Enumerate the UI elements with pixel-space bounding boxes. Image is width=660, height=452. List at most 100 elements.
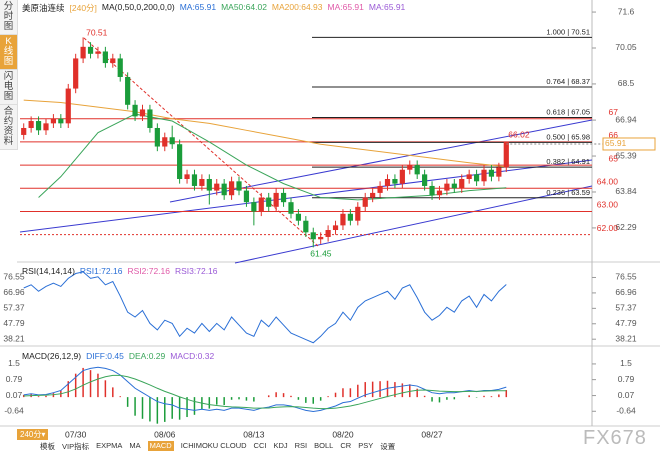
- candle-body: [355, 206, 361, 221]
- sidebar-tab[interactable]: 分时图: [0, 0, 17, 35]
- y-tick-label-left: 1.5: [8, 358, 20, 368]
- fib-label: 0.382 | 64.91: [546, 157, 590, 166]
- price-level-label: 65: [609, 153, 619, 163]
- header-item: MA50:64.02: [221, 2, 267, 12]
- candle-body: [251, 202, 257, 212]
- period-button[interactable]: 240分▾: [17, 429, 49, 440]
- candle-body: [228, 181, 235, 196]
- candle-body: [132, 104, 138, 117]
- indicator-toolbar: 模板 VIP指标 EXPMA MA MACD ICHIMOKU CLOUD CCI KDJ RS…: [0, 441, 660, 451]
- last-price-label: 65.91: [605, 138, 627, 148]
- candle-body: [154, 127, 160, 147]
- sidebar: 分时图 K线图 闪电图 合约资料: [0, 0, 18, 150]
- sidebar-tab[interactable]: 合约资料: [0, 105, 17, 150]
- price-level-label: 67: [609, 107, 619, 117]
- candle-body: [310, 232, 316, 240]
- header-item: MA:65.91: [368, 2, 406, 12]
- header-item: RSI(14,14,14): [22, 266, 75, 276]
- candle-body: [496, 167, 502, 177]
- toolbar-tab[interactable]: 设置: [380, 442, 396, 451]
- sidebar-tab[interactable]: 闪电图: [0, 70, 17, 105]
- y-tick-label-left: 57.37: [3, 303, 25, 313]
- toolbar-tab[interactable]: KDJ: [273, 441, 288, 450]
- y-tick-label: 57.37: [615, 303, 637, 313]
- rsi-line: [23, 271, 507, 344]
- candle-body: [347, 213, 353, 221]
- sidebar-tab[interactable]: K线图: [0, 35, 17, 70]
- toolbar-tab[interactable]: PSY: [358, 441, 374, 450]
- x-tick-label: 08/06: [154, 429, 176, 439]
- candle-body: [303, 220, 309, 233]
- rsi-header: RSI(14,14,14) RSI1:72.16 RSI2:72.16 RSI3:72…: [22, 266, 218, 276]
- y-tick-label: 76.55: [615, 272, 637, 282]
- macd-line: [23, 374, 507, 410]
- candle-body: [414, 165, 420, 175]
- candle-body: [110, 58, 116, 64]
- x-tick-label: 08/27: [421, 429, 443, 439]
- frames: [0, 0, 660, 427]
- y-tick-label: 63.84: [615, 186, 637, 196]
- header-item: DEA:0.29: [128, 351, 166, 361]
- candle-body: [459, 178, 465, 189]
- header-item: DIFF:0.45: [86, 351, 124, 361]
- y-tick-label-left: 38.21: [3, 333, 25, 343]
- candle-body: [325, 230, 331, 237]
- toolbar-tab[interactable]: CCI: [253, 441, 267, 450]
- candle-body: [429, 185, 435, 196]
- candle-body: [50, 118, 57, 124]
- candle-body: [503, 141, 509, 168]
- toolbar-tab[interactable]: ICHIMOKU CLOUD: [180, 441, 247, 450]
- candle-body: [28, 121, 34, 128]
- candle-body: [295, 213, 302, 221]
- y-tick-label: 65.39: [615, 150, 637, 160]
- candle-body: [399, 169, 405, 184]
- toolbar-tab[interactable]: BOLL: [314, 441, 334, 450]
- toolbar-tab[interactable]: EXPMA: [96, 441, 123, 450]
- y-tick-label: -0.64: [616, 406, 636, 416]
- candle-body: [273, 192, 279, 207]
- candle-body: [318, 236, 324, 240]
- candle-body: [422, 174, 428, 186]
- toolbar-tab[interactable]: CR: [340, 441, 352, 450]
- candle-body: [221, 183, 227, 196]
- candle-body: [436, 190, 443, 196]
- price-level-label: 66: [609, 130, 619, 140]
- candle-body: [169, 137, 175, 145]
- x-tick-label: 08/20: [332, 429, 354, 439]
- candle-body: [362, 197, 368, 207]
- toolbar-tab[interactable]: RSI: [294, 441, 308, 450]
- candle-body: [191, 174, 198, 186]
- y-tick-label-left: 47.79: [3, 318, 25, 328]
- toolbar-tab[interactable]: MACD: [147, 441, 174, 451]
- candle-body: [473, 174, 480, 182]
- header-item: RSI3:72.16: [174, 266, 218, 276]
- y-tick-label-left: 0.79: [6, 374, 23, 384]
- header-item: RSI2:72.16: [127, 266, 170, 276]
- candle-body: [58, 118, 64, 124]
- toolbar-tab[interactable]: MA: [129, 441, 141, 450]
- candle-body: [370, 192, 376, 198]
- candle-body: [21, 127, 27, 135]
- candle-body: [95, 51, 101, 54]
- y-tick-label: 47.79: [615, 318, 637, 328]
- candle-body: [117, 58, 123, 77]
- price-header: 美原油连续 [240分] MA(0,50,0,200,0,0) MA:65.91 MA5…: [22, 2, 405, 14]
- header-item: RSI1:72.16: [79, 266, 123, 276]
- y-tick-label-left: -0.64: [4, 406, 24, 416]
- candle-body: [73, 58, 79, 89]
- last-price-box: [602, 137, 656, 151]
- candle-body: [392, 178, 398, 184]
- moving-average: [23, 99, 507, 168]
- candle-body: [80, 46, 86, 59]
- candle-body: [488, 169, 495, 177]
- header-item: 美原油连续: [22, 3, 65, 13]
- candle-body: [184, 174, 190, 179]
- toolbar-tab[interactable]: 模板: [40, 442, 55, 451]
- candle-body: [466, 174, 472, 179]
- candle-body: [451, 183, 457, 189]
- toolbar-tab[interactable]: VIP指标: [62, 442, 90, 451]
- candle-body: [377, 185, 383, 193]
- moving-average: [38, 113, 507, 201]
